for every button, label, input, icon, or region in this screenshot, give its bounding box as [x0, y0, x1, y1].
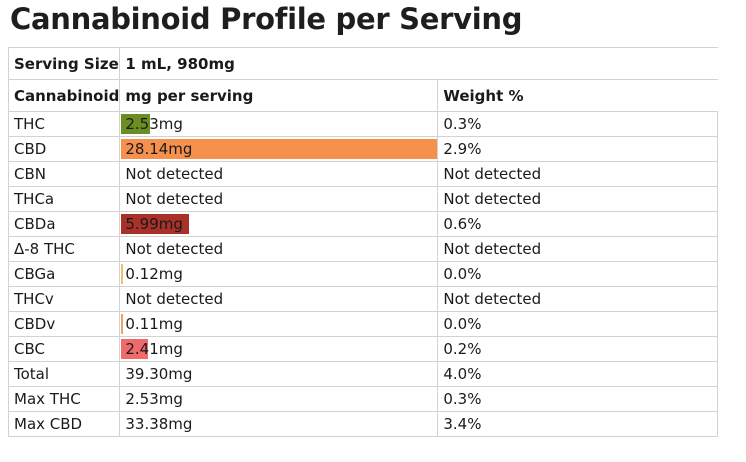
- cannabinoid-name: CBC: [7, 336, 120, 362]
- mg-per-serving-cell: 2.41mg: [119, 336, 438, 362]
- mg-per-serving-cell: Not detected: [119, 236, 438, 262]
- cannabinoid-name: THCa: [7, 186, 120, 212]
- cannabinoid-name: THCv: [7, 286, 120, 312]
- weight-percent-value: Not detected: [437, 161, 719, 187]
- mg-per-serving-value: 5.99mg: [125, 215, 183, 233]
- column-header-weight: Weight %: [437, 79, 718, 112]
- mg-bar: [121, 264, 124, 284]
- serving-size-value: 1 mL, 980mg: [119, 47, 718, 80]
- cannabinoid-name: CBGa: [7, 261, 120, 287]
- mg-per-serving-cell: Not detected: [119, 186, 438, 212]
- mg-bar: [121, 339, 149, 359]
- table-row: CBD 28.14mg 2.9%: [7, 136, 719, 162]
- mg-per-serving-cell: 2.53mg: [119, 386, 438, 412]
- table-row: THCv Not detected Not detected: [7, 286, 719, 312]
- table-row: Δ-8 THC Not detected Not detected: [7, 236, 719, 262]
- mg-bar: [121, 114, 150, 134]
- table-row: Total 39.30mg 4.0%: [7, 361, 719, 387]
- mg-per-serving-cell: 2.53mg: [119, 111, 438, 137]
- page-title: Cannabinoid Profile per Serving: [10, 2, 523, 36]
- weight-percent-value: 0.0%: [437, 311, 719, 337]
- mg-bar: [121, 314, 124, 334]
- weight-percent-value: Not detected: [437, 286, 719, 312]
- mg-per-serving-value: Not detected: [125, 240, 224, 258]
- table-row: CBN Not detected Not detected: [7, 161, 719, 187]
- table-row: CBGa 0.12mg 0.0%: [7, 261, 719, 287]
- cannabinoid-name: Max CBD: [7, 411, 120, 437]
- mg-per-serving-value: 39.30mg: [125, 365, 193, 383]
- mg-per-serving-cell: 28.14mg: [119, 136, 438, 162]
- cannabinoid-name: Total: [7, 361, 120, 387]
- mg-per-serving-cell: Not detected: [119, 286, 438, 312]
- cannabinoid-name: Δ-8 THC: [7, 236, 120, 262]
- mg-per-serving-cell: 39.30mg: [119, 361, 438, 387]
- weight-percent-value: 4.0%: [437, 361, 719, 387]
- table-row: CBC 2.41mg 0.2%: [7, 336, 719, 362]
- mg-per-serving-cell: Not detected: [119, 161, 438, 187]
- cannabinoid-table: Serving Size 1 mL, 980mg Cannabinoid mg …: [7, 47, 719, 437]
- serving-size-label: Serving Size: [7, 47, 120, 80]
- mg-per-serving-value: Not detected: [125, 190, 224, 208]
- weight-percent-value: 0.3%: [437, 386, 719, 412]
- mg-per-serving-cell: 5.99mg: [119, 211, 438, 237]
- table-row: CBDv 0.11mg 0.0%: [7, 311, 719, 337]
- weight-percent-value: 0.0%: [437, 261, 719, 287]
- cannabinoid-name: THC: [7, 111, 120, 137]
- weight-percent-value: 0.3%: [437, 111, 719, 137]
- weight-percent-value: 3.4%: [437, 411, 719, 437]
- mg-per-serving-value: 2.41mg: [125, 340, 183, 358]
- cannabinoid-name: CBDv: [7, 311, 120, 337]
- mg-bar: [121, 139, 438, 159]
- weight-percent-value: Not detected: [437, 186, 719, 212]
- mg-per-serving-value: 28.14mg: [125, 140, 193, 158]
- table-row: CBDa 5.99mg 0.6%: [7, 211, 719, 237]
- weight-percent-value: 0.2%: [437, 336, 719, 362]
- mg-per-serving-cell: 33.38mg: [119, 411, 438, 437]
- cannabinoid-name: CBDa: [7, 211, 120, 237]
- mg-per-serving-value: 0.12mg: [125, 265, 183, 283]
- table-row: Max CBD 33.38mg 3.4%: [7, 411, 719, 437]
- weight-percent-value: 2.9%: [437, 136, 719, 162]
- cannabinoid-name: CBD: [7, 136, 120, 162]
- table-row: THCa Not detected Not detected: [7, 186, 719, 212]
- mg-per-serving-value: 2.53mg: [125, 115, 183, 133]
- mg-per-serving-value: Not detected: [125, 165, 224, 183]
- column-header-cannabinoid: Cannabinoid: [7, 79, 120, 112]
- table-row: THC 2.53mg 0.3%: [7, 111, 719, 137]
- mg-per-serving-value: 0.11mg: [125, 315, 183, 333]
- mg-bar: [121, 214, 189, 234]
- table-row: Max THC 2.53mg 0.3%: [7, 386, 719, 412]
- weight-percent-value: 0.6%: [437, 211, 719, 237]
- mg-per-serving-value: Not detected: [125, 290, 224, 308]
- column-header-row: Cannabinoid mg per serving Weight %: [7, 79, 718, 112]
- column-header-mg: mg per serving: [119, 79, 438, 112]
- mg-per-serving-cell: 0.12mg: [119, 261, 438, 287]
- weight-percent-value: Not detected: [437, 236, 719, 262]
- serving-size-row: Serving Size 1 mL, 980mg: [7, 47, 718, 80]
- mg-per-serving-value: 2.53mg: [125, 390, 183, 408]
- mg-per-serving-cell: 0.11mg: [119, 311, 438, 337]
- cannabinoid-name: CBN: [7, 161, 120, 187]
- cannabinoid-name: Max THC: [7, 386, 120, 412]
- mg-per-serving-value: 33.38mg: [125, 415, 193, 433]
